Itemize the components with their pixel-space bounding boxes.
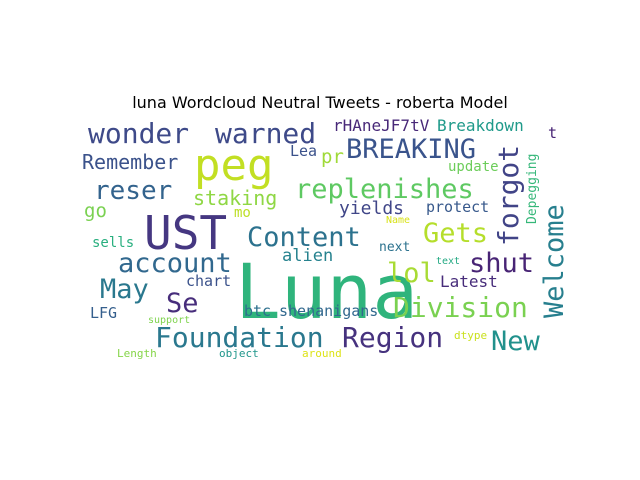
word: forgot	[492, 144, 525, 246]
word: around	[302, 347, 342, 360]
word: Gets	[423, 218, 489, 249]
word: pr	[321, 146, 344, 168]
word: Latest	[440, 272, 498, 291]
word: peg	[194, 140, 274, 191]
word: Foundation	[155, 321, 324, 354]
word: sells	[92, 235, 135, 251]
word: BREAKING	[346, 134, 477, 165]
word: Content	[247, 222, 361, 253]
word: lol	[387, 258, 436, 289]
word: alien	[282, 246, 334, 266]
word: New	[491, 326, 540, 357]
word: Lea	[290, 142, 318, 160]
word: Remember	[82, 150, 179, 174]
word: Region	[342, 321, 444, 354]
word: update	[448, 159, 499, 175]
word: staking	[193, 186, 278, 210]
word: Name	[386, 215, 411, 226]
word: shenanigans	[279, 302, 379, 320]
word: mo	[234, 205, 251, 221]
word: Division	[393, 291, 528, 324]
word: LFG	[90, 304, 118, 322]
word: UST	[144, 206, 228, 260]
word: warned	[215, 117, 317, 150]
word: wonder	[88, 117, 190, 150]
word: chart	[186, 272, 232, 290]
word: replenishes	[295, 174, 474, 205]
word: shut	[469, 248, 535, 279]
word: Welcome	[539, 204, 570, 318]
word: Se	[166, 288, 199, 319]
word: dtype	[454, 329, 488, 342]
word: Depegging	[525, 153, 540, 224]
word: go	[84, 200, 107, 222]
word: reser	[94, 176, 173, 206]
word-cloud: Luna UST peg wonder warned BREAKING repl…	[80, 114, 576, 362]
chart-title: luna Wordcloud Neutral Tweets - roberta …	[132, 93, 508, 112]
word: next	[379, 240, 411, 255]
word: May	[100, 274, 149, 305]
word: Breakdown	[437, 116, 524, 135]
word: btc	[244, 302, 272, 320]
word: rHAneJF7tV	[333, 116, 430, 135]
word: support	[148, 315, 191, 326]
word: yields	[339, 198, 405, 219]
word: account	[118, 248, 232, 279]
word: t	[548, 124, 558, 142]
word: protect	[426, 198, 490, 216]
word: Luna	[235, 247, 419, 336]
word: text	[436, 256, 461, 267]
word: object	[219, 347, 259, 360]
word: Length	[117, 347, 157, 360]
